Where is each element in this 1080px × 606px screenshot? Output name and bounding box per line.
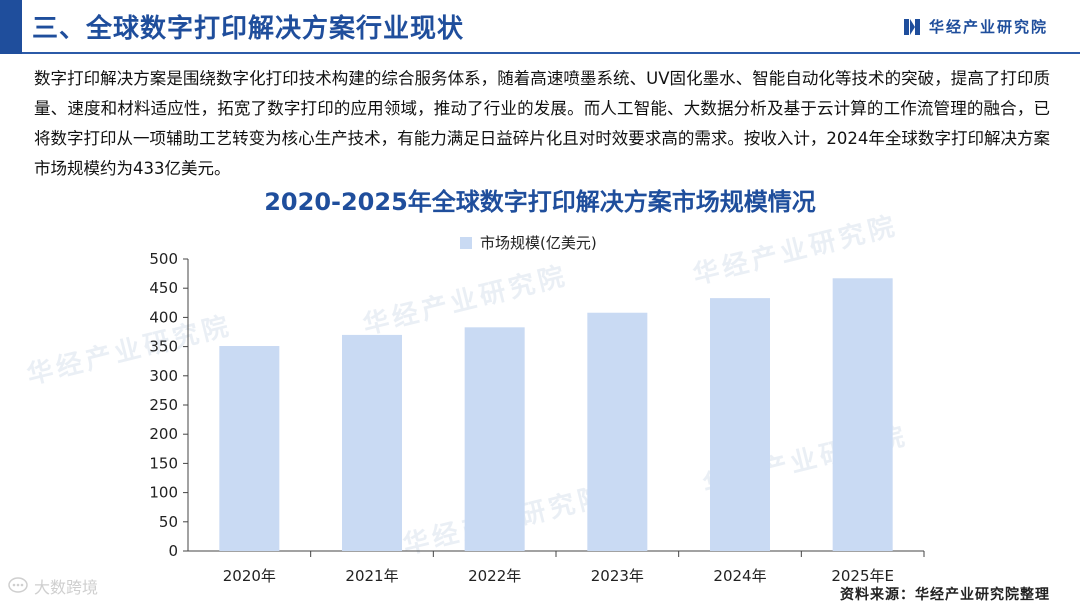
- legend-swatch: [460, 236, 472, 249]
- x-tick-label: 2023年: [591, 567, 644, 585]
- bar: [587, 312, 648, 551]
- title-accent: [0, 0, 22, 54]
- chat-bubble-icon: [8, 577, 28, 593]
- x-tick-label: 2024年: [713, 567, 766, 585]
- x-tick-label: 2025年E: [831, 567, 894, 585]
- y-tick-label: 300: [149, 367, 178, 385]
- page-title: 三、全球数字打印解决方案行业现状: [32, 14, 465, 44]
- legend-label: 市场规模(亿美元): [480, 234, 597, 252]
- corner-watermark: 大数跨境: [8, 574, 98, 598]
- y-tick-label: 500: [149, 250, 178, 268]
- brand-name: 华经产业研究院: [928, 18, 1048, 36]
- brand-logo-icon: [903, 18, 920, 35]
- chart-title: 2020-2025年全球数字打印解决方案市场规模情况: [264, 188, 816, 216]
- bar: [832, 278, 893, 551]
- y-tick-label: 400: [149, 308, 178, 326]
- x-tick-label: 2022年: [468, 567, 521, 585]
- chart-legend: 市场规模(亿美元): [460, 232, 597, 253]
- title-bar: 三、全球数字打印解决方案行业现状 华经产业研究院: [0, 0, 1080, 54]
- bar: [219, 346, 280, 551]
- brand: 华经产业研究院: [903, 16, 1048, 37]
- y-tick-label: 200: [149, 425, 178, 443]
- y-tick-label: 100: [149, 484, 178, 502]
- corner-mark-text: 大数跨境: [34, 578, 99, 597]
- y-tick-label: 250: [149, 396, 178, 414]
- y-tick-label: 350: [149, 338, 178, 356]
- source-note: 资料来源：华经产业研究院整理: [840, 587, 1050, 603]
- bar: [464, 327, 525, 551]
- x-tick-label: 2020年: [223, 567, 276, 585]
- y-tick-label: 0: [168, 542, 178, 560]
- x-tick-label: 2021年: [345, 567, 398, 585]
- intro-paragraph: 数字打印解决方案是围绕数字化打印技术构建的综合服务体系，随着高速喷墨系统、UV固…: [34, 69, 1050, 178]
- bar: [710, 298, 770, 551]
- y-tick-label: 150: [149, 454, 178, 472]
- y-tick-label: 450: [149, 279, 178, 297]
- y-tick-label: 50: [159, 513, 178, 531]
- bar: [342, 334, 402, 551]
